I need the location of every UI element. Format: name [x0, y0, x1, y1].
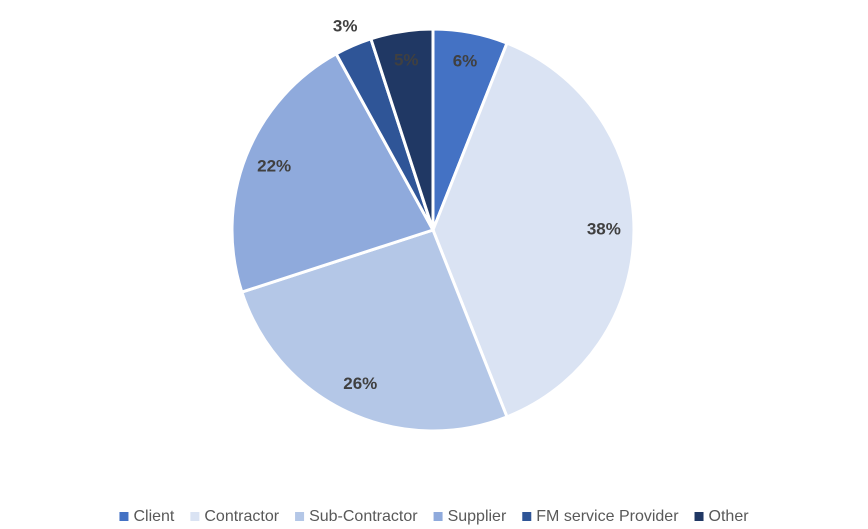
legend-swatch — [119, 512, 129, 521]
legend-label: Supplier — [448, 508, 507, 525]
legend: Client Contractor Sub-Contractor Supplier FM… — [119, 508, 749, 525]
data-label: 22% — [257, 157, 291, 176]
pie-slice — [431, 41, 636, 419]
legend-swatch — [190, 512, 200, 521]
data-label: 26% — [343, 374, 377, 393]
pie-slice — [368, 27, 435, 231]
pie-slice — [230, 51, 436, 295]
legend-label: Other — [709, 508, 750, 525]
legend-label: Contractor — [204, 508, 279, 525]
data-label: 5% — [394, 51, 419, 70]
legend-swatch — [433, 512, 443, 521]
data-label: 6% — [453, 52, 478, 71]
pie-slice — [239, 228, 509, 433]
legend-swatch — [694, 512, 704, 521]
legend-label: Sub-Contractor — [309, 508, 418, 525]
legend-swatch — [295, 512, 305, 521]
legend-swatch — [522, 512, 532, 521]
legend-label: FM service Provider — [536, 508, 679, 525]
data-label: 3% — [333, 17, 358, 36]
data-label: 38% — [587, 219, 621, 238]
legend-label: Client — [133, 508, 174, 525]
